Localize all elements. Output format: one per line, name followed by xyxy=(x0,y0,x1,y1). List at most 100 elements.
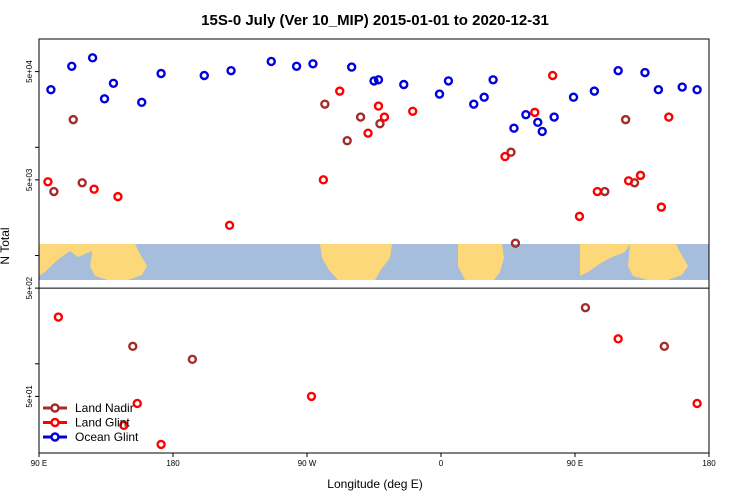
legend-label: Land Nadir xyxy=(75,401,134,415)
data-point xyxy=(128,341,138,352)
data-point xyxy=(664,112,674,122)
legend-marker xyxy=(50,417,60,428)
data-point xyxy=(692,85,702,95)
series-ocean-glint xyxy=(46,53,702,137)
legend-label: Ocean Glint xyxy=(75,430,139,444)
data-point xyxy=(580,302,591,313)
data-point xyxy=(635,170,646,181)
data-point xyxy=(613,334,623,344)
data-point xyxy=(677,82,687,92)
data-point xyxy=(574,211,585,222)
data-point xyxy=(43,177,53,187)
data-point xyxy=(156,68,166,79)
data-point xyxy=(521,109,531,120)
x-tick-label: 180 xyxy=(166,459,180,468)
series-layer xyxy=(43,53,702,450)
data-point xyxy=(399,79,409,90)
data-point xyxy=(530,107,540,118)
x-tick-label: 90 E xyxy=(567,459,583,468)
x-tick-label: 90 E xyxy=(31,459,47,468)
data-point xyxy=(355,112,366,122)
y-tick-label: 5e+02 xyxy=(25,276,34,299)
y-axis: 5e+01 5e+02 5e+03 5e+04 xyxy=(25,60,39,408)
data-point xyxy=(506,147,516,157)
series-land-glint xyxy=(43,70,702,450)
data-point xyxy=(369,76,379,86)
plot-frame xyxy=(38,38,710,454)
data-point xyxy=(308,59,318,69)
data-point xyxy=(373,101,384,111)
data-point xyxy=(113,191,123,202)
data-point xyxy=(408,106,418,116)
data-point xyxy=(443,76,454,86)
data-point xyxy=(346,62,357,72)
y-tick-label: 5e+04 xyxy=(25,60,34,83)
map-band xyxy=(39,244,709,280)
data-point xyxy=(67,61,77,71)
data-point xyxy=(224,220,235,231)
land-africa xyxy=(458,244,504,280)
data-point xyxy=(77,178,87,188)
data-point xyxy=(600,186,610,197)
land-maritime-continent-west xyxy=(39,244,92,276)
data-point xyxy=(199,70,209,81)
x-tick-label: 90 W xyxy=(298,459,317,468)
data-point xyxy=(537,126,547,137)
data-point xyxy=(373,75,384,85)
data-point xyxy=(653,85,664,95)
data-point xyxy=(692,398,702,409)
land-australia-west xyxy=(90,244,147,280)
data-point xyxy=(375,119,385,129)
legend-item: Ocean Glint xyxy=(43,430,139,444)
legend-label: Land Glint xyxy=(75,416,130,430)
legend-item: Land Nadir xyxy=(43,401,134,415)
land-australia-east xyxy=(628,244,688,280)
y-axis-label: N Total xyxy=(0,227,12,264)
x-tick-label: 0 xyxy=(439,459,444,468)
data-point xyxy=(53,312,64,322)
y-tick-label: 5e+01 xyxy=(25,385,34,408)
data-point xyxy=(87,53,98,63)
data-point xyxy=(226,65,236,76)
data-point xyxy=(49,186,59,197)
data-point xyxy=(589,86,600,96)
data-point xyxy=(119,420,129,431)
data-point xyxy=(568,92,579,102)
x-tick-label: 180 xyxy=(702,459,716,468)
data-point xyxy=(659,341,670,352)
data-point xyxy=(549,112,559,122)
data-point xyxy=(592,186,603,197)
data-point xyxy=(623,176,634,186)
data-point xyxy=(640,67,650,78)
data-point xyxy=(108,78,119,88)
data-point xyxy=(156,439,166,450)
data-point xyxy=(547,70,558,81)
series-land-nadir xyxy=(49,99,670,365)
data-point xyxy=(379,112,390,122)
legend-marker xyxy=(50,403,60,413)
data-point xyxy=(335,86,345,96)
data-point xyxy=(137,97,147,108)
land-maritime-continent-east xyxy=(580,244,630,276)
data-point xyxy=(363,128,373,138)
data-point xyxy=(187,354,198,365)
data-point xyxy=(291,61,302,71)
data-point xyxy=(99,94,110,104)
data-point xyxy=(68,114,78,125)
data-point xyxy=(46,85,56,95)
data-point xyxy=(318,175,329,185)
data-point xyxy=(656,202,667,212)
data-point xyxy=(469,99,479,109)
data-point xyxy=(320,99,330,109)
data-point xyxy=(488,75,498,85)
land-south-america xyxy=(320,244,392,280)
data-point xyxy=(342,135,352,146)
data-point xyxy=(266,56,276,67)
x-axis: 90 E 180 90 W 0 90 E 180 xyxy=(31,453,716,468)
data-point xyxy=(509,123,519,133)
data-point xyxy=(434,89,445,99)
data-point xyxy=(620,114,631,125)
data-point xyxy=(533,117,543,128)
